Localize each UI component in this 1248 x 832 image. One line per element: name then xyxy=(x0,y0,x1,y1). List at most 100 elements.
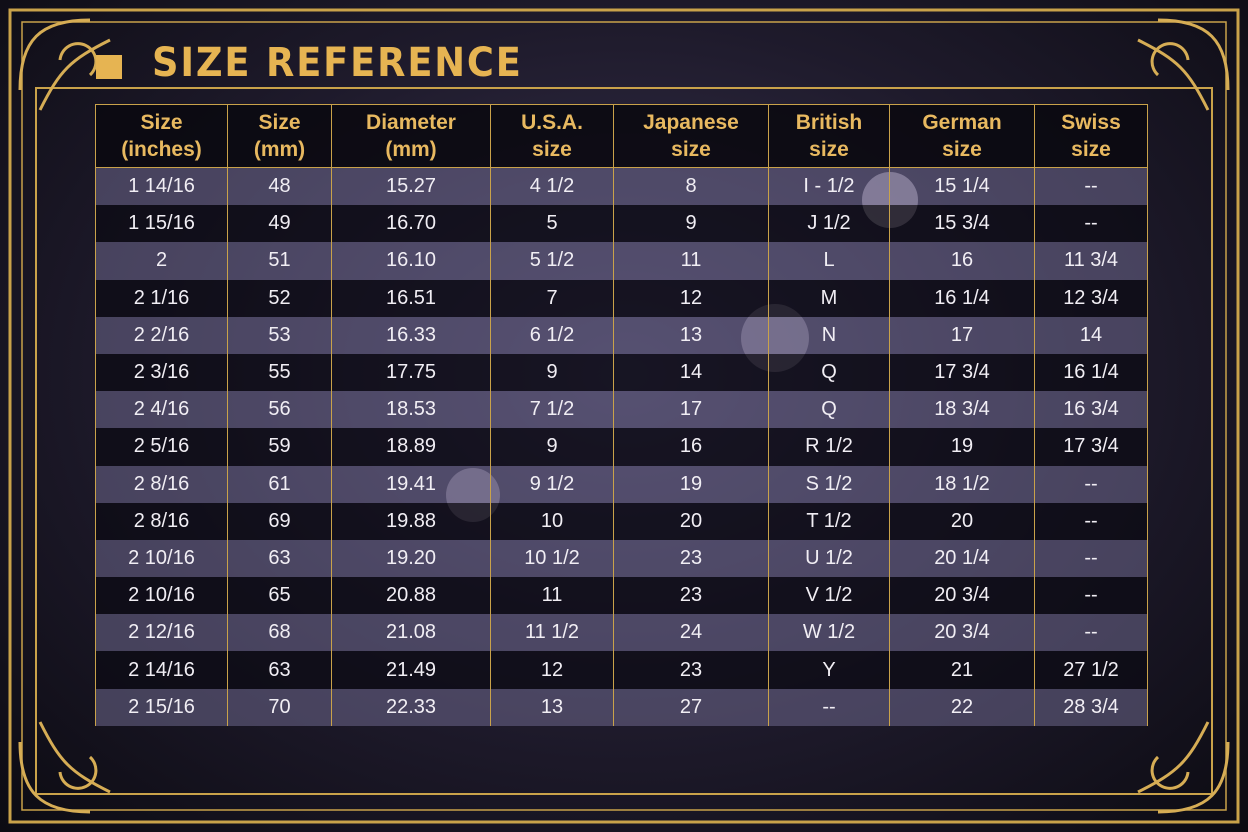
column-header: U.S.A. size xyxy=(490,104,614,168)
table-cell: 2 3/16 xyxy=(95,353,228,392)
table-cell: 1 15/16 xyxy=(95,205,228,243)
table-cell: -- xyxy=(1034,577,1148,615)
table-cell: 16.51 xyxy=(331,279,491,317)
table-cell: 9 xyxy=(613,205,769,243)
table-cell: 21.08 xyxy=(331,614,491,652)
table-cell: 7 xyxy=(490,279,614,317)
table-cell: 2 1/16 xyxy=(95,279,228,317)
table-cell: 11 xyxy=(490,577,614,615)
table-cell: 2 xyxy=(95,242,228,280)
corner-ornament xyxy=(1137,18,1230,111)
table-cell: 2 15/16 xyxy=(95,688,228,726)
table-cell: 5 xyxy=(490,205,614,243)
table-cell: 2 8/16 xyxy=(95,502,228,540)
table-cell: -- xyxy=(1034,205,1148,243)
table-cell: 22 xyxy=(889,688,1035,726)
table-cell: 10 xyxy=(490,502,614,540)
column-header: Swiss size xyxy=(1034,104,1148,168)
table-cell: 2 10/16 xyxy=(95,577,228,615)
table-cell: 16.10 xyxy=(331,242,491,280)
table-cell: 9 xyxy=(490,428,614,466)
table-row: 2 8/16 69 19.88 10 20 T 1/2 20 -- xyxy=(95,502,1148,540)
table-row: 2 1/16 52 16.51 7 12 M 16 1/4 12 3/4 xyxy=(95,279,1148,317)
table-row: 2 15/16 70 22.33 13 27 -- 22 28 3/4 xyxy=(95,688,1148,726)
table-cell: 59 xyxy=(227,428,332,466)
table-cell: 5 1/2 xyxy=(490,242,614,280)
table-cell: 68 xyxy=(227,614,332,652)
table-cell: 19 xyxy=(889,428,1035,466)
table-cell: T 1/2 xyxy=(768,502,890,540)
table-row: 1 14/16 48 15.27 4 1/2 8 I - 1/2 15 1/4 -- xyxy=(95,167,1148,206)
table-cell: 52 xyxy=(227,279,332,317)
table-cell: -- xyxy=(1034,465,1148,503)
table-cell: 70 xyxy=(227,688,332,726)
corner-ornament xyxy=(18,18,111,111)
table-cell: V 1/2 xyxy=(768,577,890,615)
title-bullet xyxy=(96,55,122,79)
table-row: 2 3/16 55 17.75 9 14 Q 17 3/4 16 1/4 xyxy=(95,353,1148,392)
table-cell: 63 xyxy=(227,651,332,689)
table-cell: 18 3/4 xyxy=(889,391,1035,429)
column-header: Size (mm) xyxy=(227,104,332,168)
table-cell: N xyxy=(768,316,890,354)
table-cell: 28 3/4 xyxy=(1034,688,1148,726)
table-cell: 19.41 xyxy=(331,465,491,503)
table-cell: 18.53 xyxy=(331,391,491,429)
table-cell: J 1/2 xyxy=(768,205,890,243)
table-cell: 20 1/4 xyxy=(889,539,1035,578)
table-cell: 15.27 xyxy=(331,167,491,206)
table-body: 1 14/16 48 15.27 4 1/2 8 I - 1/2 15 1/4 -- 1 15/… xyxy=(95,167,1148,726)
column-header: German size xyxy=(889,104,1035,168)
table-cell: 20 xyxy=(613,502,769,540)
table-cell: 9 1/2 xyxy=(490,465,614,503)
table-cell: 21 xyxy=(889,651,1035,689)
table-cell: 18.89 xyxy=(331,428,491,466)
table-row: 2 5/16 59 18.89 9 16 R 1/2 19 17 3/4 xyxy=(95,428,1148,466)
table-cell: 15 1/4 xyxy=(889,167,1035,206)
table-row: 1 15/16 49 16.70 5 9 J 1/2 15 3/4 -- xyxy=(95,205,1148,243)
table-cell: -- xyxy=(1034,539,1148,578)
header-row: Size (inches) Size (mm) Diameter (mm) U.S.A… xyxy=(95,104,1148,168)
table-cell: 56 xyxy=(227,391,332,429)
table-cell: 16 3/4 xyxy=(1034,391,1148,429)
table-cell: 12 xyxy=(613,279,769,317)
column-header: Japanese size xyxy=(613,104,769,168)
table-cell: 9 xyxy=(490,353,614,392)
table-cell: 13 xyxy=(490,688,614,726)
table-cell: 12 xyxy=(490,651,614,689)
table-cell: M xyxy=(768,279,890,317)
table-cell: 19.20 xyxy=(331,539,491,578)
table-cell: 24 xyxy=(613,614,769,652)
table-cell: 20 xyxy=(889,502,1035,540)
column-header: Size (inches) xyxy=(95,104,228,168)
table-cell: 2 12/16 xyxy=(95,614,228,652)
inner-border xyxy=(21,21,1227,811)
content-border xyxy=(35,87,1213,795)
table-cell: 2 10/16 xyxy=(95,539,228,578)
table-cell: 23 xyxy=(613,651,769,689)
corner-ornament xyxy=(1137,721,1230,814)
table-cell: Q xyxy=(768,353,890,392)
table-cell: U 1/2 xyxy=(768,539,890,578)
table-cell: 10 1/2 xyxy=(490,539,614,578)
table-cell: 2 8/16 xyxy=(95,465,228,503)
table-cell: 6 1/2 xyxy=(490,316,614,354)
table-cell: 8 xyxy=(613,167,769,206)
size-table: Size (inches) Size (mm) Diameter (mm) U.S.A… xyxy=(95,104,1148,726)
table-cell: W 1/2 xyxy=(768,614,890,652)
table-cell: 63 xyxy=(227,539,332,578)
table-cell: 16.33 xyxy=(331,316,491,354)
column-header: British size xyxy=(768,104,890,168)
table-cell: 22.33 xyxy=(331,688,491,726)
table-cell: 11 3/4 xyxy=(1034,242,1148,280)
table-cell: 17.75 xyxy=(331,353,491,392)
table-cell: 13 xyxy=(613,316,769,354)
table-cell: 20 3/4 xyxy=(889,614,1035,652)
table-row: 2 10/16 65 20.88 11 23 V 1/2 20 3/4 -- xyxy=(95,577,1148,615)
table-row: 2 10/16 63 19.20 10 1/2 23 U 1/2 20 1/4 -- xyxy=(95,539,1148,578)
table-cell: 51 xyxy=(227,242,332,280)
table-cell: 53 xyxy=(227,316,332,354)
table-cell: 2 4/16 xyxy=(95,391,228,429)
table-cell: 61 xyxy=(227,465,332,503)
table-cell: 17 xyxy=(613,391,769,429)
